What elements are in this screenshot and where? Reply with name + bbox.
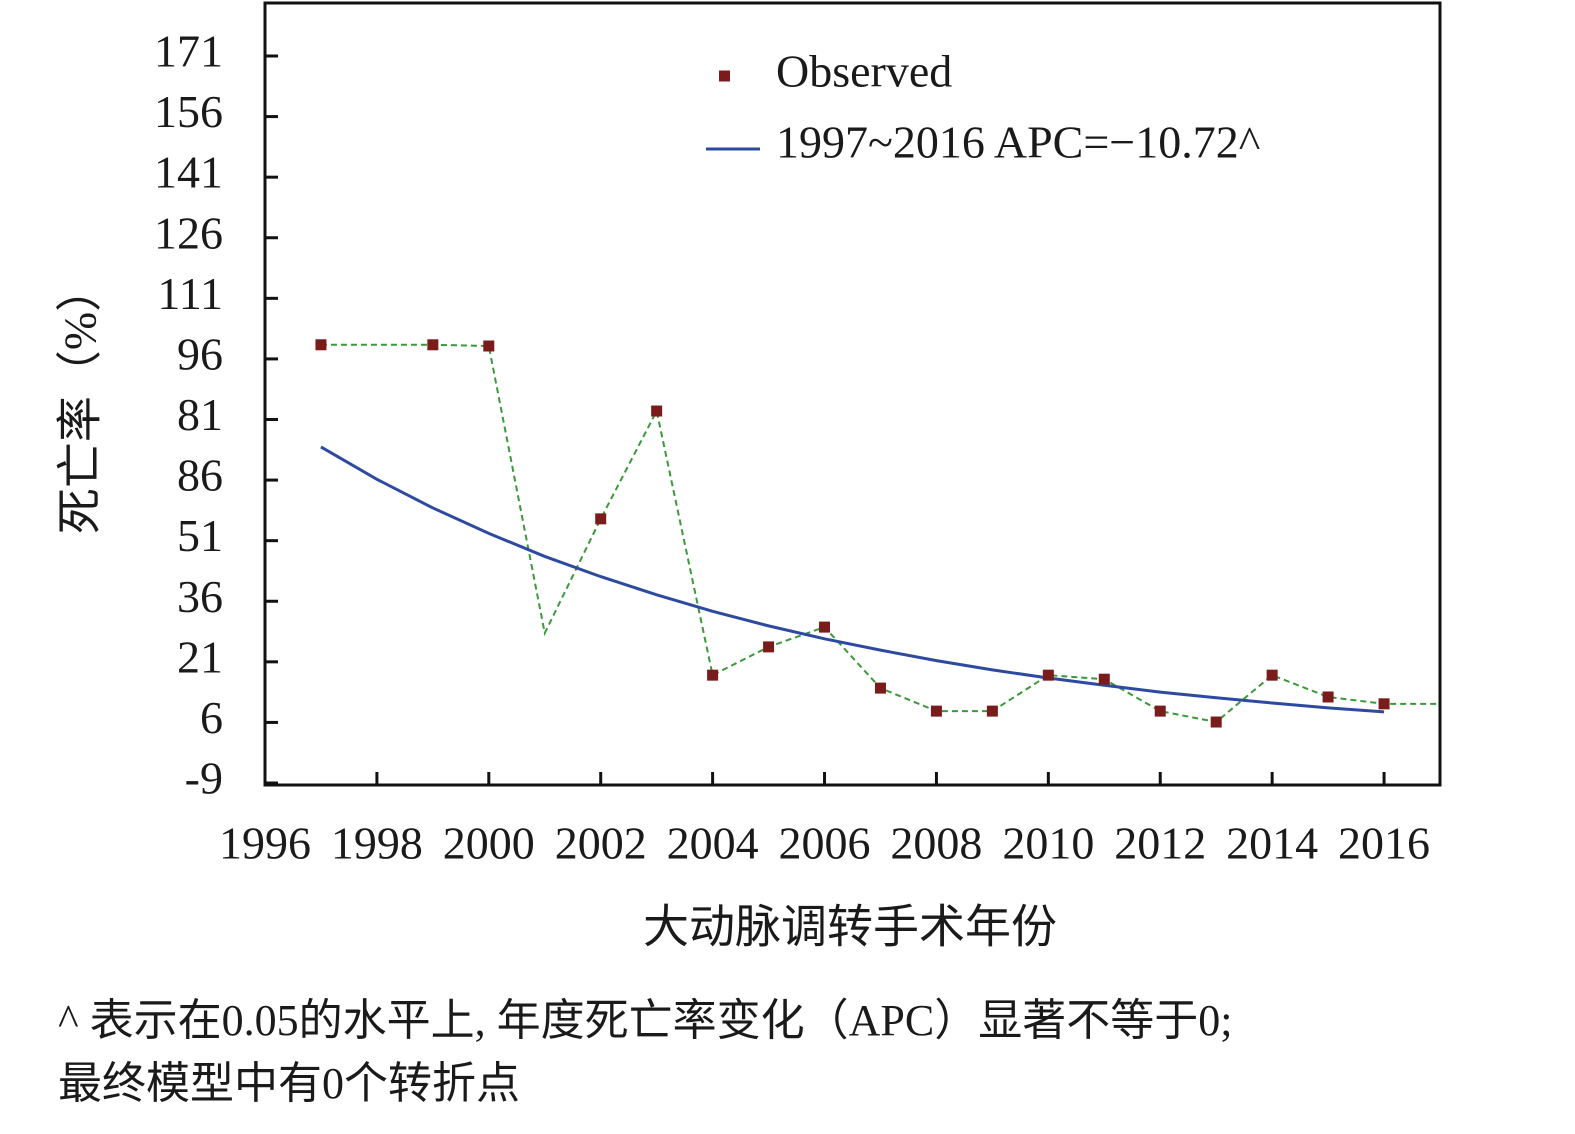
y-tick-label: 51: [177, 510, 223, 561]
y-tick-label: 36: [177, 571, 223, 622]
y-tick-label: 96: [177, 328, 223, 379]
connector-line: [320, 343, 1440, 724]
marker: [1098, 673, 1110, 685]
y-tick-label: 86: [177, 450, 223, 501]
x-tick-label: 2006: [779, 818, 871, 869]
marker: [1322, 691, 1334, 703]
marker: [707, 669, 719, 681]
marker: [986, 705, 998, 717]
x-tick-label: 2012: [1114, 818, 1206, 869]
x-tick-label: 2014: [1226, 818, 1318, 869]
marker: [595, 513, 607, 525]
x-tick-label: 2004: [667, 818, 759, 869]
y-tick-label: 126: [154, 207, 223, 258]
marker: [483, 340, 495, 352]
legend-marker: [719, 70, 730, 82]
fit-line: [320, 445, 1385, 714]
marker: [427, 339, 439, 351]
x-tick-label: 2016: [1338, 818, 1430, 869]
marker: [651, 405, 663, 417]
marker: [763, 641, 775, 653]
marker: [1378, 698, 1390, 710]
marker: [874, 682, 886, 694]
x-tick-label: 1996: [219, 818, 311, 869]
plot-frame: [263, 1, 1442, 787]
y-tick-label: 111: [157, 268, 223, 319]
y-tick-label: 6: [200, 692, 223, 743]
y-tick-label: 156: [154, 86, 223, 137]
x-tick-label: 2002: [555, 818, 647, 869]
y-axis-title: 死亡率（%）: [55, 266, 106, 534]
marker: [1210, 716, 1222, 728]
marker: [315, 339, 327, 351]
marker: [930, 705, 942, 717]
y-tick-label: -9: [185, 753, 223, 804]
x-tick-label: 1998: [331, 818, 423, 869]
x-tick-label: 2008: [890, 818, 982, 869]
y-tick-label: 81: [177, 389, 223, 440]
y-tick-label: 141: [154, 147, 223, 198]
marker: [819, 621, 831, 633]
x-axis-title: 大动脉调转手术年份: [643, 902, 1057, 953]
footnote: ^ 表示在0.05的水平上, 年度死亡率变化（APC）显著不等于0;: [58, 996, 1232, 1045]
y-tick-label: 171: [154, 26, 223, 77]
marker: [1042, 669, 1054, 681]
footnote: 最终模型中有0个转折点: [58, 1059, 520, 1108]
y-tick-label: 21: [177, 631, 223, 682]
marker: [1266, 669, 1278, 681]
x-tick-label: 2010: [1002, 818, 1094, 869]
legend-label: Observed: [776, 46, 952, 97]
x-tick-label: 2000: [443, 818, 535, 869]
legend-label: 1997~2016 APC=−10.72^: [776, 117, 1260, 168]
marker: [1154, 705, 1166, 717]
